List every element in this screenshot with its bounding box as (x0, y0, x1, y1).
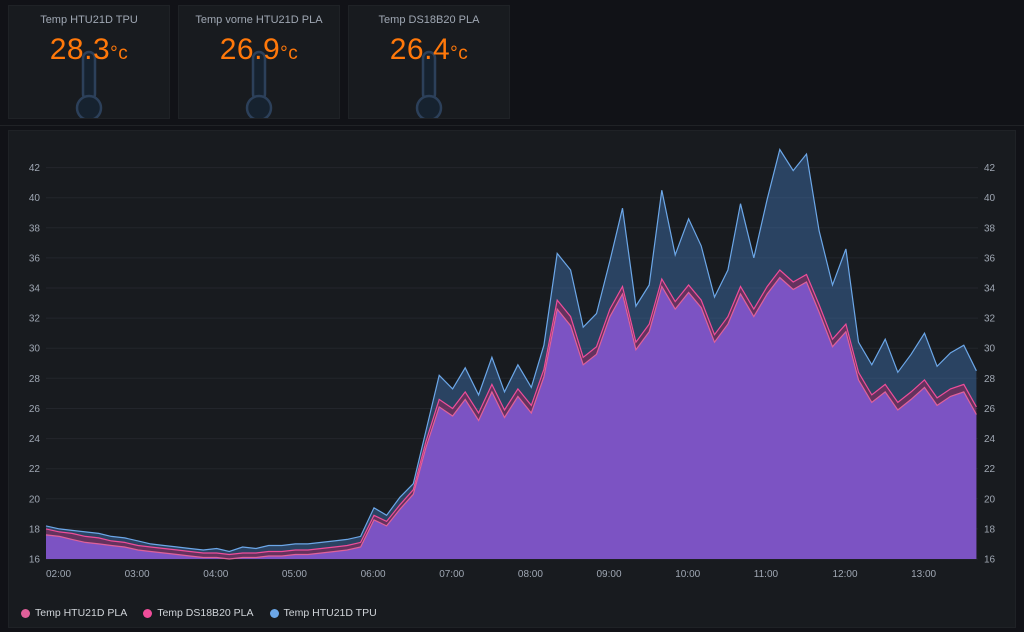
legend-item[interactable]: Temp DS18B20 PLA (143, 607, 254, 619)
svg-text:24: 24 (984, 434, 996, 445)
svg-text:36: 36 (984, 253, 996, 264)
svg-text:40: 40 (29, 193, 41, 204)
svg-text:20: 20 (29, 494, 41, 505)
legend-series-dot (143, 608, 153, 618)
svg-text:24: 24 (29, 434, 41, 445)
svg-text:28: 28 (29, 374, 41, 385)
legend-item[interactable]: Temp HTU21D TPU (269, 607, 377, 619)
svg-text:10:00: 10:00 (675, 569, 700, 580)
svg-text:13:00: 13:00 (911, 569, 936, 580)
svg-text:38: 38 (984, 223, 996, 234)
stat-panel-temp-ds18b20-pla: Temp DS18B20 PLA 26.4°c (348, 5, 510, 119)
svg-text:16: 16 (984, 555, 996, 566)
svg-text:06:00: 06:00 (361, 569, 386, 580)
svg-text:11:00: 11:00 (754, 569, 779, 580)
svg-text:18: 18 (29, 524, 41, 535)
value-number: 26.4 (389, 33, 451, 66)
legend-series-label: Temp HTU21D TPU (283, 607, 377, 619)
stat-panel-temp-vorne-htu21d-pla: Temp vorne HTU21D PLA 26.9°c (178, 5, 340, 119)
stat-row: Temp HTU21D TPU 28.3°c Temp vorne HTU21D… (0, 0, 1024, 119)
svg-text:20: 20 (984, 494, 996, 505)
thermometer-icon (241, 50, 277, 118)
svg-text:34: 34 (29, 284, 41, 295)
svg-text:07:00: 07:00 (439, 569, 464, 580)
value-number: 28.3 (49, 33, 111, 66)
svg-text:30: 30 (29, 344, 41, 355)
value-unit: °c (450, 43, 469, 64)
value-number: 26.9 (219, 33, 281, 66)
panel-title[interactable]: Temp DS18B20 PLA (378, 14, 480, 26)
svg-text:02:00: 02:00 (46, 569, 71, 580)
svg-text:05:00: 05:00 (282, 569, 307, 580)
thermometer-icon (411, 50, 447, 118)
stat-value: 28.3°c (9, 33, 169, 67)
panel-title[interactable]: Temp vorne HTU21D PLA (195, 14, 323, 26)
svg-text:26: 26 (984, 404, 996, 415)
chart-legend: Temp HTU21D PLA Temp DS18B20 PLA Temp HTU2… (21, 607, 377, 619)
value-unit: °c (110, 43, 129, 64)
stat-value: 26.9°c (179, 33, 339, 67)
svg-text:34: 34 (984, 284, 996, 295)
svg-text:36: 36 (29, 253, 41, 264)
svg-text:09:00: 09:00 (597, 569, 622, 580)
legend-series-label: Temp DS18B20 PLA (157, 607, 254, 619)
timeseries-chart[interactable]: 16 16 18 18 20 20 22 22 24 24 26 26 28 28 30 30 32 32 34 34… (10, 133, 1014, 585)
svg-text:22: 22 (984, 464, 996, 475)
svg-text:40: 40 (984, 193, 996, 204)
svg-text:16: 16 (29, 555, 41, 566)
row-divider (0, 125, 1024, 126)
svg-text:42: 42 (29, 163, 41, 174)
svg-text:38: 38 (29, 223, 41, 234)
svg-text:18: 18 (984, 524, 996, 535)
svg-text:30: 30 (984, 344, 996, 355)
stat-value: 26.4°c (349, 33, 509, 67)
svg-text:28: 28 (984, 374, 996, 385)
value-unit: °c (280, 43, 299, 64)
legend-item[interactable]: Temp HTU21D PLA (21, 607, 127, 619)
legend-series-dot (21, 608, 30, 618)
panel-title[interactable]: Temp HTU21D TPU (40, 14, 138, 26)
timeseries-panel: 16 16 18 18 20 20 22 22 24 24 26 26 28 28 30 30 32 32 34 34… (8, 130, 1016, 628)
legend-series-dot (269, 608, 279, 618)
svg-text:32: 32 (984, 314, 996, 325)
stat-panel-temp-htu21d-tpu: Temp HTU21D TPU 28.3°c (8, 5, 170, 119)
thermometer-icon (71, 50, 107, 118)
svg-text:26: 26 (29, 404, 41, 415)
legend-series-label: Temp HTU21D PLA (35, 607, 128, 619)
svg-text:32: 32 (29, 314, 41, 325)
svg-text:08:00: 08:00 (518, 569, 543, 580)
svg-text:42: 42 (984, 163, 996, 174)
svg-text:22: 22 (29, 464, 41, 475)
svg-text:12:00: 12:00 (833, 569, 858, 580)
svg-text:04:00: 04:00 (203, 569, 228, 580)
svg-text:03:00: 03:00 (125, 569, 150, 580)
